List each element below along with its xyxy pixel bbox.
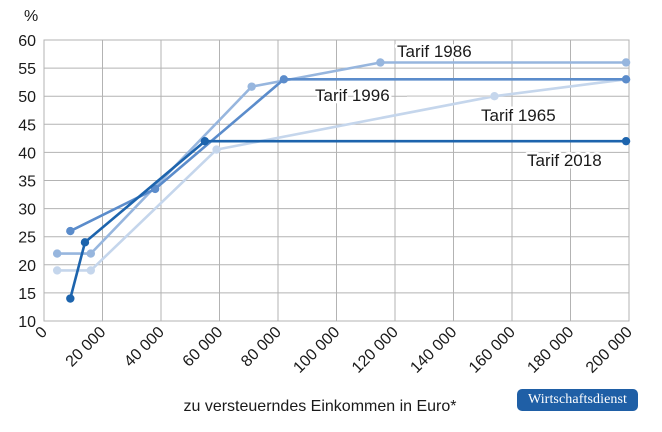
y-tick-label: 60	[18, 33, 36, 50]
plot-frame	[43, 39, 630, 322]
point-tarif-1986	[52, 249, 62, 258]
x-axis-title: zu versteuerndes Einkommen in Euro*	[183, 398, 456, 415]
point-tarif-2018	[621, 136, 631, 146]
x-tick-label: 140 000	[407, 324, 460, 377]
y-tick-label: 15	[18, 286, 36, 303]
x-tick-label: 20 000	[63, 324, 110, 371]
label-halo-tarif-1986: Tarif 1986	[397, 42, 472, 61]
x-tick-label: 180 000	[524, 324, 577, 377]
point-tarif-1996	[66, 226, 75, 236]
x-tick-label: 80 000	[238, 324, 285, 371]
x-tick-label: 120 000	[349, 324, 402, 377]
line-tarif-2018	[69, 139, 628, 300]
label-tarif-2018: Tarif 2018	[527, 151, 602, 170]
y-tick-label: 30	[18, 202, 36, 219]
label-tarif-1986: Tarif 1986	[397, 42, 472, 61]
label-halo-tarif-1965: Tarif 1965	[481, 106, 556, 125]
point-tarif-2018	[66, 294, 75, 303]
y-tick-label: 25	[18, 230, 36, 247]
y-axis-unit: %	[24, 8, 38, 25]
x-tick-label: 160 000	[466, 324, 519, 377]
label-tarif-1996: Tarif 1996	[315, 86, 390, 105]
series-lines	[52, 58, 631, 303]
label-halo-tarif-2018: Tarif 2018	[527, 151, 602, 170]
label-tarif-1965: Tarif 1965	[481, 106, 556, 125]
point-tarif-1965	[52, 266, 62, 275]
point-tarif-1965	[490, 92, 499, 101]
wirtschaftsdienst-logo: Wirtschaftsdienst	[517, 389, 638, 411]
point-tarif-1996	[279, 75, 289, 84]
point-tarif-1996	[621, 75, 631, 84]
point-tarif-1986	[621, 58, 631, 67]
label-halo-tarif-1996: Tarif 1996	[315, 86, 390, 105]
x-tick-label: 0	[33, 324, 51, 342]
grid	[43, 39, 630, 322]
line-tarif-1996	[69, 78, 628, 233]
y-tick-label: 55	[18, 61, 36, 78]
y-tick-label: 50	[18, 89, 36, 106]
y-tick-label: 35	[18, 174, 36, 191]
y-tick-label: 10	[18, 314, 36, 331]
point-tarif-1965	[212, 145, 221, 154]
point-tarif-2018	[200, 136, 210, 146]
x-tick-label: 40 000	[121, 324, 168, 371]
point-tarif-1986	[247, 82, 256, 91]
point-tarif-1996	[150, 184, 160, 194]
x-tick-label: 200 000	[583, 324, 636, 377]
y-tick-label: 40	[18, 145, 36, 162]
point-tarif-2018	[80, 238, 90, 247]
x-tick-label: 100 000	[290, 324, 343, 377]
y-tick-label: 45	[18, 117, 36, 134]
point-tarif-1986	[86, 249, 96, 258]
x-tick-label: 60 000	[180, 324, 227, 371]
point-tarif-1986	[376, 58, 385, 67]
point-tarif-1965	[86, 266, 96, 275]
y-tick-label: 20	[18, 258, 36, 275]
